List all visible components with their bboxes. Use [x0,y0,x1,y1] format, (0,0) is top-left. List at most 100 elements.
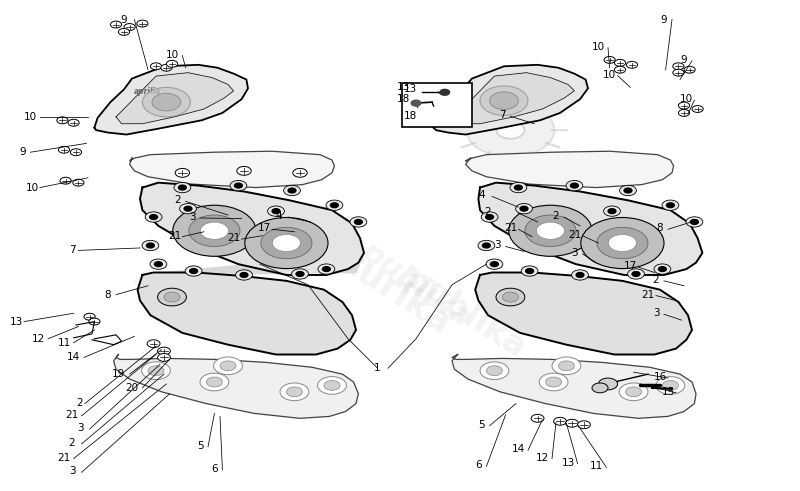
Text: 10: 10 [166,51,178,60]
Circle shape [526,269,534,273]
Text: 9: 9 [121,15,127,25]
Text: 8: 8 [657,223,663,233]
Circle shape [330,203,338,208]
Text: 21: 21 [66,410,78,420]
Circle shape [350,217,366,227]
Polygon shape [530,151,539,161]
Circle shape [546,377,562,387]
Text: 21: 21 [168,231,181,241]
Circle shape [592,383,608,393]
Text: 18: 18 [397,94,410,104]
Circle shape [608,209,616,214]
Polygon shape [545,142,560,148]
Circle shape [510,183,526,193]
Polygon shape [475,273,692,355]
Circle shape [190,269,198,273]
Circle shape [158,288,186,306]
Text: 10: 10 [680,94,693,104]
Text: 21: 21 [642,290,654,300]
Circle shape [673,63,684,70]
Circle shape [411,100,421,106]
Text: 2: 2 [69,438,75,448]
Polygon shape [530,151,539,161]
Circle shape [678,109,690,116]
Polygon shape [138,273,356,355]
Circle shape [261,227,312,259]
Circle shape [486,215,494,219]
Polygon shape [545,142,560,148]
Circle shape [146,243,154,248]
Text: 10: 10 [592,42,605,52]
Circle shape [666,203,674,208]
Text: 7: 7 [499,110,506,120]
Polygon shape [478,183,702,275]
Circle shape [626,61,638,68]
Circle shape [70,149,82,156]
Circle shape [60,177,71,184]
Circle shape [206,377,222,387]
Circle shape [656,377,685,394]
Text: 14: 14 [512,444,525,454]
Circle shape [539,373,568,391]
Circle shape [624,188,632,193]
Circle shape [684,66,695,73]
Circle shape [628,269,645,279]
Circle shape [184,206,192,211]
Circle shape [326,200,342,211]
Polygon shape [454,130,470,131]
Circle shape [619,383,648,401]
Circle shape [554,417,566,425]
Circle shape [482,243,490,248]
Text: 11: 11 [590,462,602,471]
Circle shape [286,387,302,397]
Circle shape [161,64,172,71]
Polygon shape [114,355,358,418]
Polygon shape [510,95,511,105]
Circle shape [614,59,626,66]
Circle shape [293,168,307,177]
Polygon shape [466,151,674,188]
Circle shape [214,357,242,375]
Text: 12: 12 [32,334,45,344]
Circle shape [482,212,498,222]
Circle shape [571,270,588,280]
Circle shape [490,92,518,109]
Circle shape [690,219,698,224]
Text: 16: 16 [654,372,666,382]
Circle shape [318,377,346,394]
Circle shape [608,234,637,252]
Text: 13: 13 [397,82,410,92]
Polygon shape [130,151,334,188]
Circle shape [324,381,340,390]
Text: 3: 3 [189,212,195,222]
Polygon shape [434,65,588,135]
Circle shape [604,56,615,63]
Circle shape [522,266,538,276]
Text: 14: 14 [67,353,80,362]
Circle shape [620,185,637,196]
Text: 18: 18 [404,111,418,121]
Circle shape [525,215,576,246]
Text: 10: 10 [603,70,616,80]
Text: 19: 19 [112,369,125,379]
Circle shape [200,373,229,391]
Circle shape [673,69,684,76]
Circle shape [496,288,525,306]
Circle shape [174,183,191,193]
Text: 1: 1 [374,363,381,373]
Circle shape [175,168,190,177]
Circle shape [520,206,528,211]
Text: publika: publika [355,236,477,333]
Circle shape [147,340,160,348]
Polygon shape [461,142,476,148]
Circle shape [185,266,202,276]
Circle shape [234,183,242,188]
Circle shape [292,269,308,279]
Polygon shape [510,95,511,105]
Circle shape [486,259,502,269]
Text: 21: 21 [568,230,581,240]
Polygon shape [142,253,364,275]
Circle shape [148,366,164,376]
Circle shape [440,89,450,95]
Circle shape [137,20,148,27]
